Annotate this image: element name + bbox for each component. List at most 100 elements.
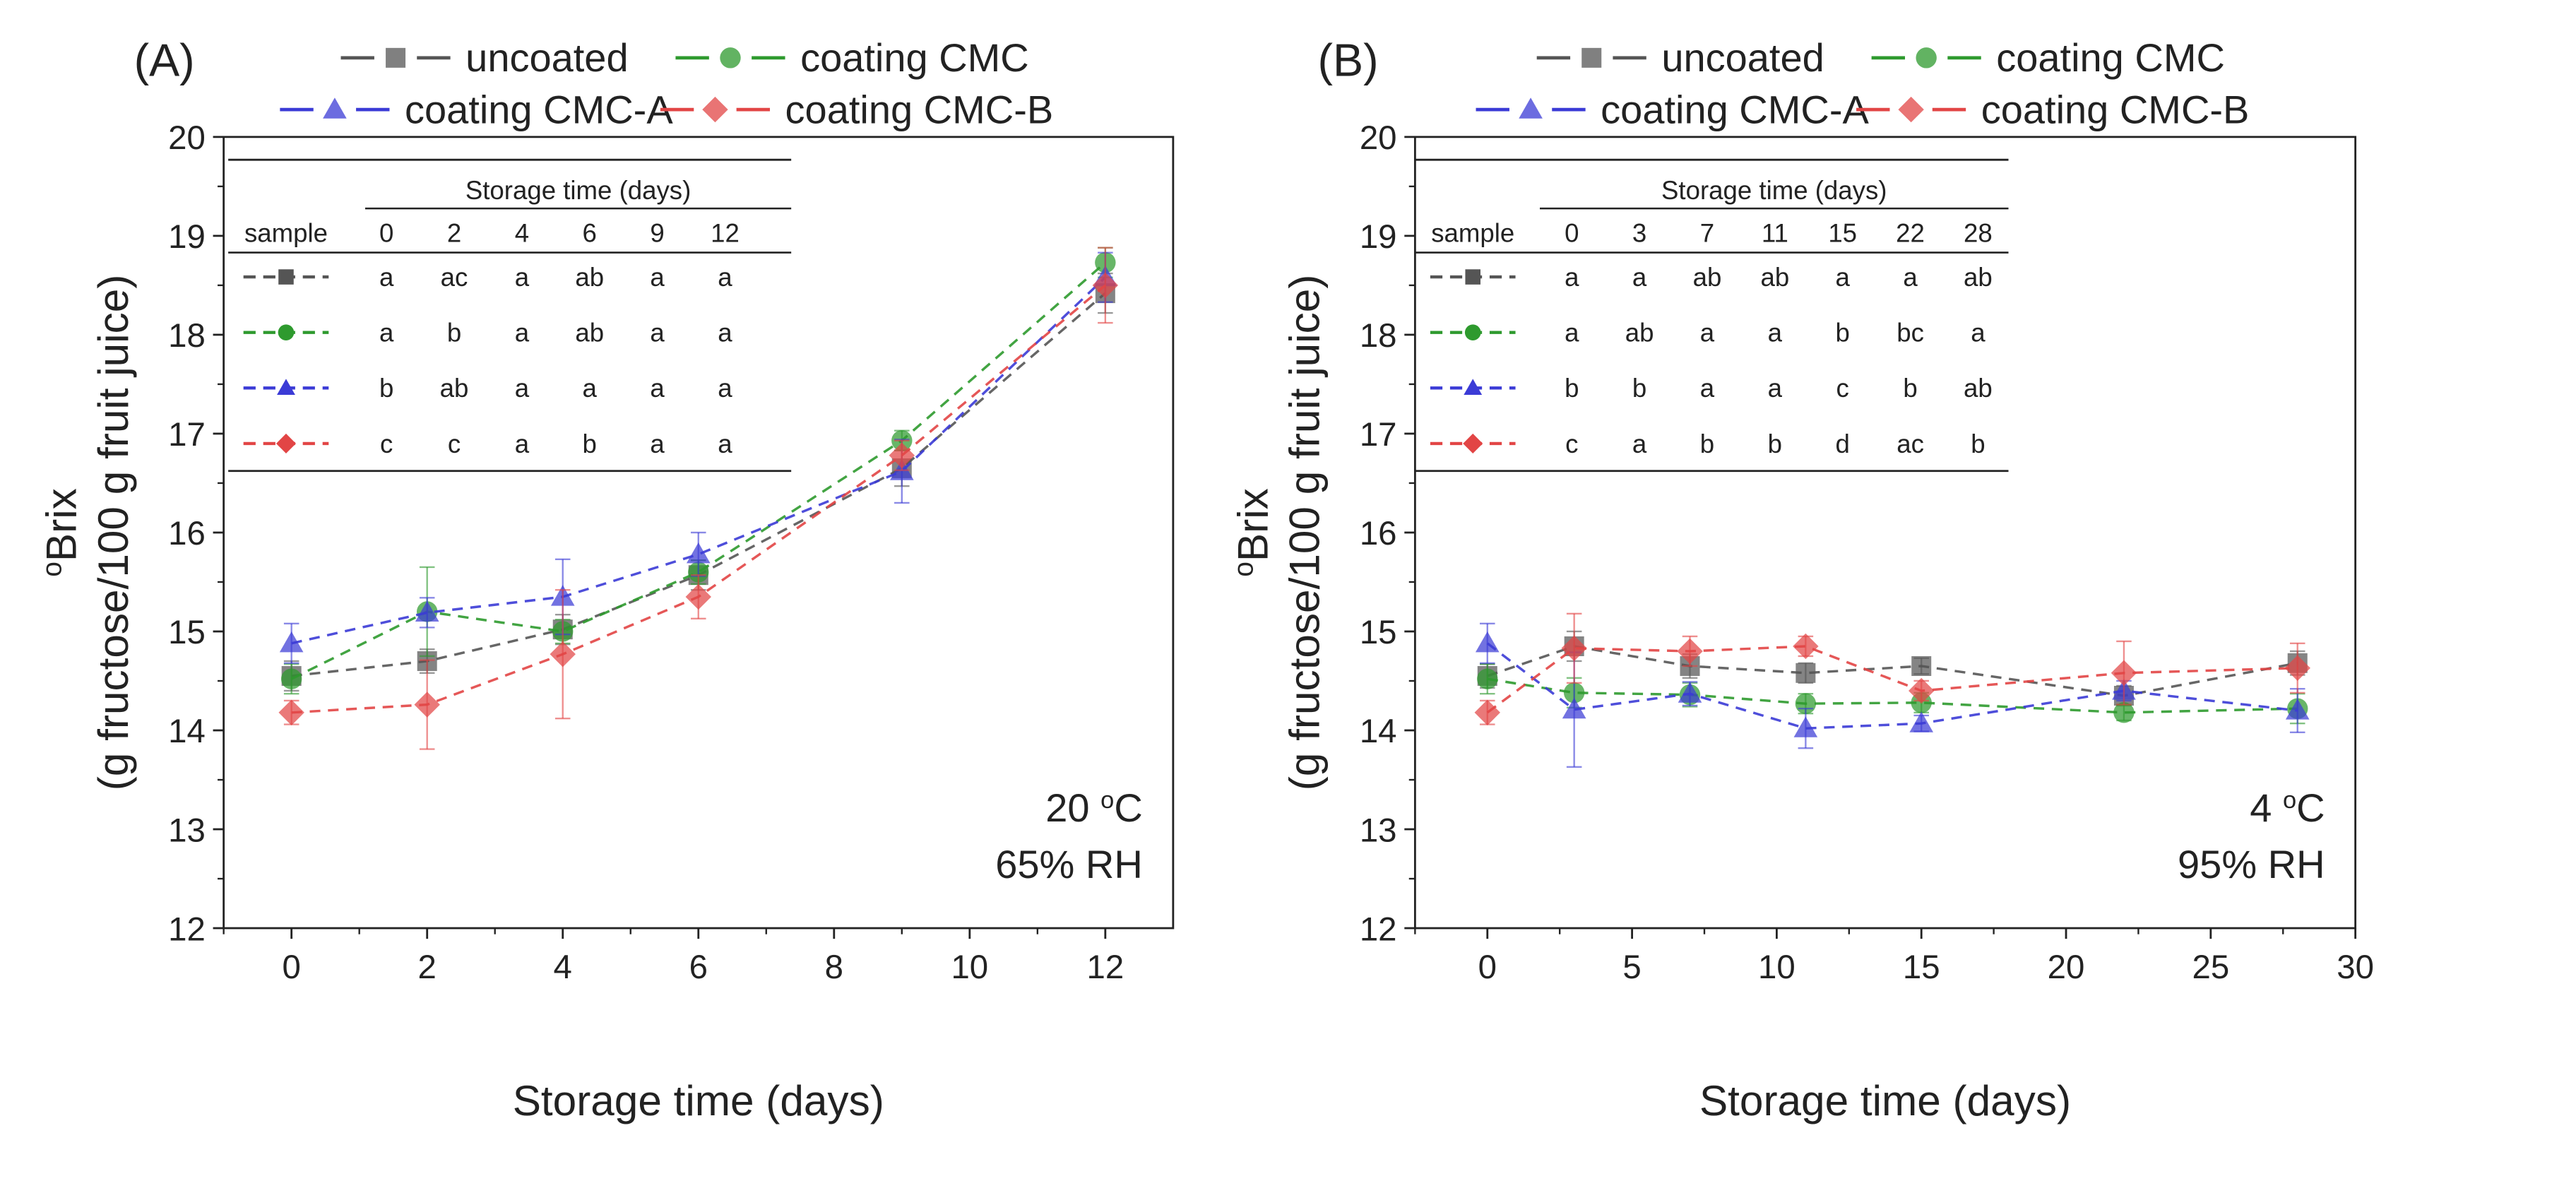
data-point-coating-cmc-b: [1092, 272, 1119, 299]
legend-label-uncoated: uncoated: [1661, 35, 1824, 80]
data-point-coating-cmc-a: [1793, 716, 1818, 737]
significance-table: Storage time (days)sample 0 3 7 11 15 22 28a a ab…: [1415, 158, 2009, 473]
legend-label-coating-cmc-a: coating CMC-A: [1601, 87, 1869, 131]
data-point-coating-cmc-b: [1677, 638, 1703, 665]
table-cell: a: [1565, 319, 1579, 348]
table-cell: bc: [1897, 319, 1924, 348]
table-cell: c: [380, 429, 393, 458]
table-row-marker-uncoated: [1465, 269, 1481, 285]
x-tick-label: 2: [418, 949, 437, 986]
data-point-coating-cmc-a: [279, 631, 304, 653]
series-uncoated: [281, 272, 1115, 692]
table-cell: b: [1836, 319, 1850, 348]
x-tick-label: 0: [282, 949, 300, 986]
table-cell: c: [448, 429, 461, 458]
series-coating-cmc-b: [1474, 612, 2310, 725]
x-axis-title: Storage time (days): [513, 1076, 884, 1124]
table-cell: b: [447, 319, 461, 348]
table-cell: ab: [575, 263, 604, 292]
table-column-header: 12: [711, 219, 740, 248]
table-cell: a: [1971, 319, 1986, 348]
series-layer: [278, 247, 1119, 750]
series-line-coating-cmc-b: [291, 284, 1106, 714]
y-tick-label: 15: [1360, 614, 1397, 651]
y-axis-title-line1: oBrix: [1228, 488, 1277, 576]
table-cell: a: [650, 429, 665, 458]
y-tick-label: 14: [1360, 713, 1397, 750]
figure-root: (A) uncoated coating CMC coating CMC-A coati…: [37, 35, 2374, 1124]
legend-marker-coating-cmc-a: [323, 97, 347, 119]
plot-frame: [1413, 136, 2357, 930]
condition-temperature: 20 oC: [1045, 785, 1142, 830]
y-tick-label: 19: [1360, 218, 1397, 256]
table-column-header: 0: [379, 219, 393, 248]
y-tick-label: 19: [168, 218, 206, 256]
y-axis-title-degree: o: [1228, 562, 1259, 577]
table-row: a a ab ab a a ab: [1430, 263, 1993, 292]
table-cell: b: [1971, 429, 1985, 458]
table-cell: a: [515, 429, 530, 458]
y-axis-title-brix: Brix: [37, 488, 85, 562]
condition-annotation: 4 oC 95% RH: [2178, 785, 2325, 886]
y-tick-label: 20: [1360, 119, 1397, 157]
condition-temp-unit: C: [2296, 785, 2325, 830]
condition-annotation: 20 oC 65% RH: [995, 785, 1143, 886]
table-cell: ab: [440, 374, 469, 403]
panel-label: (B): [1318, 35, 1379, 86]
legend-label-coating-cmc-b: coating CMC-B: [1981, 87, 2250, 131]
legend-entry-coating-cmc-a: coating CMC-A: [280, 87, 673, 131]
table-cell: a: [1632, 263, 1647, 292]
y-tick-label: 12: [168, 910, 206, 948]
x-tick-label: 10: [1758, 949, 1796, 986]
legend-marker-uncoated: [1581, 47, 1602, 68]
legend-marker-uncoated: [386, 47, 406, 68]
data-point-coating-cmc-a: [1909, 711, 1934, 732]
y-tick-label: 17: [168, 416, 206, 453]
table-cell: a: [650, 263, 665, 292]
y-axis: 12 13 14 15 16 17 18 19 20: [1360, 119, 1415, 948]
data-point-coating-cmc-b: [2111, 660, 2137, 686]
x-tick-label: 12: [1086, 949, 1124, 986]
table-cell: b: [1632, 374, 1646, 403]
data-point-coating-cmc-b: [685, 583, 711, 610]
legend-entry-coating-cmc: coating CMC: [1871, 35, 2225, 80]
data-point-coating-cmc: [280, 668, 302, 689]
table-cell: b: [1903, 374, 1917, 403]
table-row-marker-coating-cmc-b: [1463, 433, 1483, 453]
y-tick-label: 18: [1360, 317, 1397, 355]
table-sample-label: sample: [1431, 219, 1514, 248]
legend-entry-coating-cmc-b: coating CMC-B: [1856, 87, 2249, 131]
legend: uncoated coating CMC coating CMC-A coating …: [1476, 35, 2249, 131]
table-cell: a: [515, 263, 530, 292]
legend-label-coating-cmc: coating CMC: [1996, 35, 2225, 80]
table-cell: ac: [1897, 429, 1924, 458]
y-axis-title-line2: (g fructose/100 g fruit juice): [1281, 275, 1329, 791]
data-point-coating-cmc-b: [1793, 633, 1819, 660]
table-row: c a b b d ac b: [1430, 429, 1986, 458]
data-point-coating-cmc-a: [1678, 682, 1702, 703]
table-row: a ac a ab a a: [243, 263, 732, 292]
legend-entry-coating-cmc-a: coating CMC-A: [1476, 87, 1869, 131]
legend-marker-coating-cmc: [720, 47, 741, 69]
data-point-coating-cmc-a: [415, 600, 439, 622]
table-cell: a: [1700, 374, 1715, 403]
table-cell: a: [718, 374, 732, 403]
series-coating-cmc: [1477, 663, 2308, 725]
data-point-coating-cmc: [1477, 668, 1498, 689]
condition-temp-degree: o: [2283, 787, 2296, 814]
y-axis-title-brix: Brix: [1228, 488, 1276, 562]
x-tick-label: 15: [1903, 949, 1940, 986]
y-tick-label: 17: [1360, 416, 1397, 453]
series-layer: [1474, 612, 2310, 768]
table-row: a b a ab a a: [243, 319, 732, 348]
table-cell: ac: [441, 263, 468, 292]
data-point-coating-cmc-a: [1475, 631, 1500, 653]
table-cell: b: [1565, 374, 1579, 403]
condition-rh: 95% RH: [2178, 842, 2325, 886]
table-column-header: 9: [650, 219, 664, 248]
table-row-marker-coating-cmc: [278, 324, 295, 340]
condition-temp-unit: C: [1114, 785, 1142, 830]
legend-marker-coating-cmc-b: [702, 96, 728, 123]
table-column-header: 4: [515, 219, 529, 248]
table-column-header: 0: [1565, 219, 1579, 248]
